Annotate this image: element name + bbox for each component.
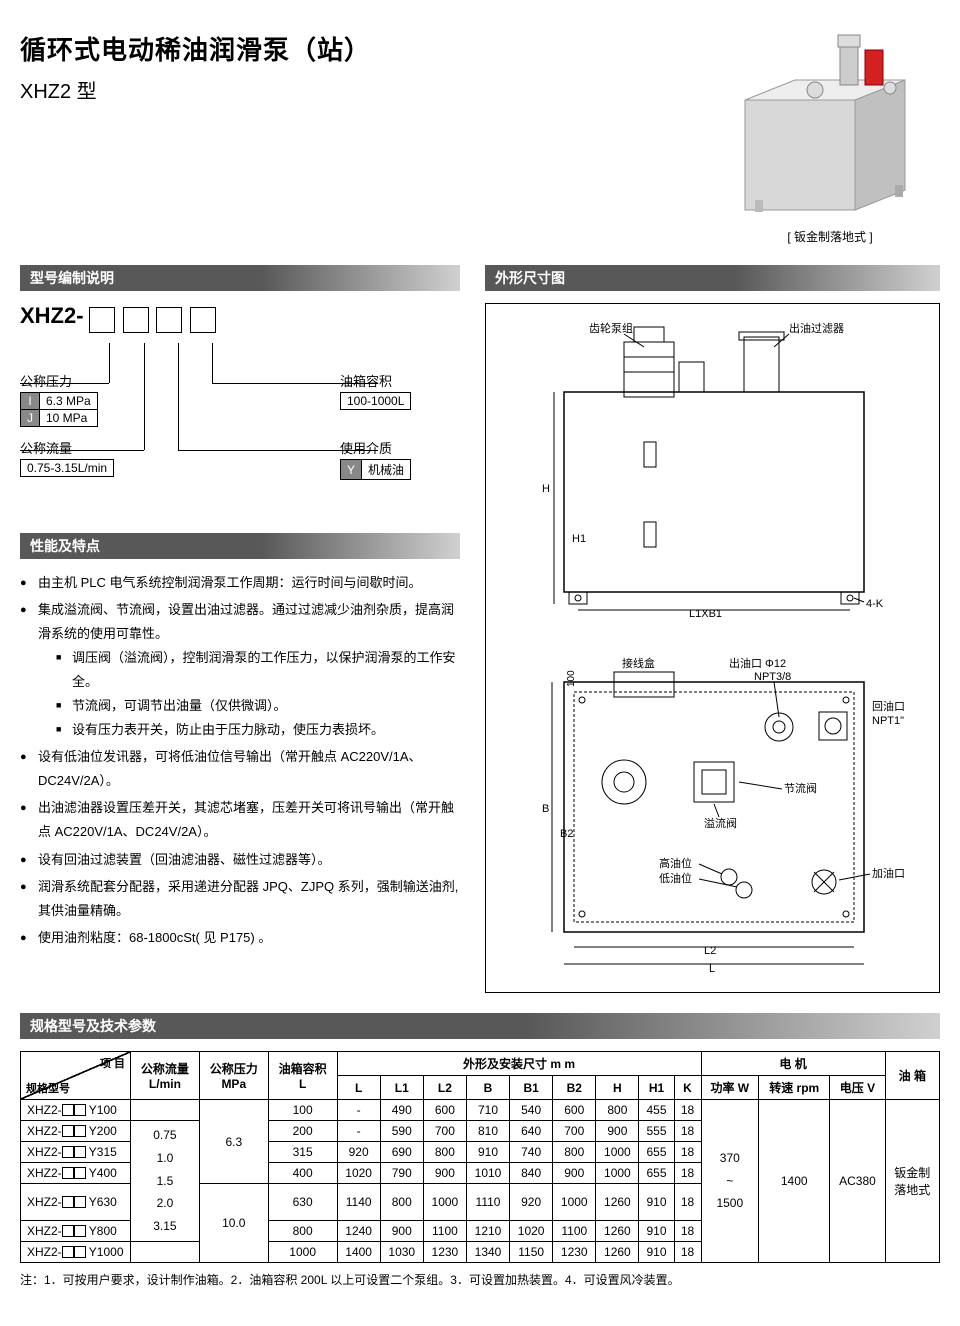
spec-table: 项 目 规格型号 公称流量L/min 公称压力MPa 油箱容积L 外形及安装尺寸… [20,1051,940,1263]
svg-text:B: B [542,803,549,815]
code-box-4 [190,307,216,333]
tank-table: 100-1000L [340,392,411,410]
model-code-prefix: XHZ2- [20,303,84,328]
svg-text:NPT1": NPT1" [872,715,904,727]
svg-text:溢流阀: 溢流阀 [704,816,737,830]
product-image: [ 钣金制落地式 ] [720,30,940,245]
spec-row-model: XHZ2- Y800 [21,1220,131,1241]
section-spec: 规格型号及技术参数 [20,1013,940,1039]
svg-text:NPT3/8: NPT3/8 [754,671,791,683]
tank-label: 油箱容积 [340,371,411,390]
spec-row-model: XHZ2- Y315 [21,1142,131,1163]
svg-text:L: L [709,963,715,975]
svg-text:回油口: 回油口 [872,699,905,713]
svg-text:H1: H1 [572,533,586,545]
product-caption: [ 钣金制落地式 ] [720,228,940,245]
svg-text:加油口: 加油口 [872,866,905,880]
medium-label: 使用介质 [340,438,411,457]
svg-text:4-K: 4-K [866,598,884,610]
pressure-label: 公称压力 [20,371,98,390]
spec-row-model: XHZ2- Y1000 [21,1241,131,1262]
code-box-2 [123,307,149,333]
features-list: 由主机 PLC 电气系统控制润滑泵工作周期：运行时间与间歇时间。 集成溢流阀、节… [20,571,460,950]
svg-text:节流阀: 节流阀 [784,781,817,795]
svg-text:高油位: 高油位 [659,856,692,870]
section-model-spec: 型号编制说明 [20,265,460,291]
code-box-1 [89,307,115,333]
section-dimensions: 外形尺寸图 [485,265,940,291]
svg-text:齿轮泵组: 齿轮泵组 [589,321,633,335]
code-box-3 [156,307,182,333]
svg-text:B2: B2 [560,828,573,840]
spec-row-model: XHZ2- Y630 [21,1184,131,1221]
flow-table: 0.75-3.15L/min [20,459,114,477]
svg-text:接线盒: 接线盒 [622,656,655,670]
svg-text:出油过滤器: 出油过滤器 [789,321,844,335]
spec-row-model: XHZ2- Y200 [21,1121,131,1142]
spec-row-model: XHZ2- Y100 [21,1100,131,1121]
model-subtitle: XHZ2 型 [20,75,371,104]
medium-table: Y机械油 [340,459,411,480]
dimension-diagram: 齿轮泵组 出油过滤器 H H1 L1XB1 [485,303,940,993]
spec-row-model: XHZ2- Y400 [21,1163,131,1184]
svg-text:低油位: 低油位 [659,871,692,885]
svg-text:H: H [542,483,550,495]
svg-text:出油口 Φ12: 出油口 Φ12 [729,656,786,670]
flow-label: 公称流量 [20,438,114,457]
page-title: 循环式电动稀油润滑泵（站） [20,30,371,67]
svg-text:100: 100 [566,670,577,687]
pressure-table: I6.3 MPa J10 MPa [20,392,98,427]
footnote: 注：1．可按用户要求，设计制作油箱。2．油箱容积 200L 以上可设置二个泵组。… [20,1271,940,1288]
section-features: 性能及特点 [20,533,460,559]
